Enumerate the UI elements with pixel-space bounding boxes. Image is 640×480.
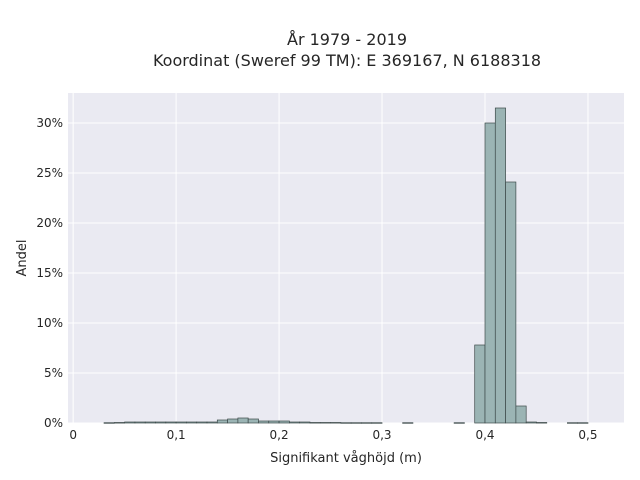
histogram-bars bbox=[103, 107, 589, 424]
chart-title-line-2: Koordinat (Sweref 99 TM): E 369167, N 61… bbox=[153, 51, 541, 70]
x-tick-label: 0,1 bbox=[167, 428, 186, 442]
histogram-bar bbox=[103, 422, 115, 424]
histogram-bar bbox=[165, 421, 177, 424]
histogram-bar bbox=[402, 422, 414, 424]
histogram-bar bbox=[227, 418, 239, 424]
y-axis-label: Andel bbox=[15, 240, 30, 277]
chart-title-line-1: År 1979 - 2019 bbox=[287, 30, 407, 49]
histogram-bar bbox=[319, 422, 331, 424]
histogram-bar bbox=[577, 422, 589, 424]
histogram-bar bbox=[484, 122, 496, 424]
x-tick-label: 0,4 bbox=[475, 428, 494, 442]
histogram-bar bbox=[515, 405, 527, 424]
x-axis-ticks: 0 0,1 0,2 0,3 0,4 0,5 bbox=[69, 428, 597, 442]
histogram-bar bbox=[330, 422, 342, 424]
histogram-bar bbox=[567, 422, 579, 424]
histogram-bar bbox=[268, 420, 280, 424]
y-tick-label: 30% bbox=[36, 116, 63, 130]
histogram-bar bbox=[155, 421, 167, 424]
y-axis-ticks: 0% 5% 10% 15% 20% 25% 30% bbox=[36, 116, 63, 430]
x-tick-label: 0,2 bbox=[270, 428, 289, 442]
y-tick-label: 15% bbox=[36, 266, 63, 280]
y-tick-label: 0% bbox=[44, 416, 63, 430]
y-tick-label: 25% bbox=[36, 166, 63, 180]
histogram-bar bbox=[278, 420, 290, 424]
y-tick-label: 20% bbox=[36, 216, 63, 230]
histogram-bar bbox=[175, 421, 187, 424]
histogram-bar bbox=[474, 344, 486, 424]
histogram-bar bbox=[289, 421, 301, 424]
y-tick-label: 5% bbox=[44, 366, 63, 380]
histogram-bar bbox=[124, 421, 136, 424]
histogram-bar bbox=[134, 421, 146, 424]
histogram-bar bbox=[525, 421, 537, 424]
histogram-bar bbox=[196, 421, 208, 424]
histogram-bar bbox=[247, 418, 259, 424]
histogram-bar bbox=[216, 419, 228, 424]
histogram-bar bbox=[144, 421, 156, 424]
histogram-bar bbox=[113, 422, 125, 424]
x-axis-label: Signifikant våghöjd (m) bbox=[270, 451, 422, 466]
histogram-bar bbox=[350, 422, 362, 424]
histogram-bar bbox=[494, 107, 506, 424]
histogram-bar bbox=[258, 420, 270, 424]
histogram-bar bbox=[206, 421, 218, 424]
plot-area bbox=[68, 93, 624, 423]
histogram-bar bbox=[371, 422, 383, 424]
x-tick-label: 0 bbox=[69, 428, 77, 442]
x-tick-label: 0,3 bbox=[372, 428, 391, 442]
histogram-bar bbox=[536, 422, 548, 424]
histogram-bar bbox=[237, 417, 249, 424]
histogram-bar bbox=[340, 422, 352, 424]
histogram-bar bbox=[361, 422, 373, 424]
histogram-bar bbox=[453, 422, 465, 424]
histogram-bar bbox=[309, 422, 321, 424]
histogram-bar bbox=[299, 421, 311, 424]
y-tick-label: 10% bbox=[36, 316, 63, 330]
histogram-bar bbox=[505, 181, 517, 424]
x-tick-label: 0,5 bbox=[578, 428, 597, 442]
histogram-bar bbox=[186, 421, 198, 424]
